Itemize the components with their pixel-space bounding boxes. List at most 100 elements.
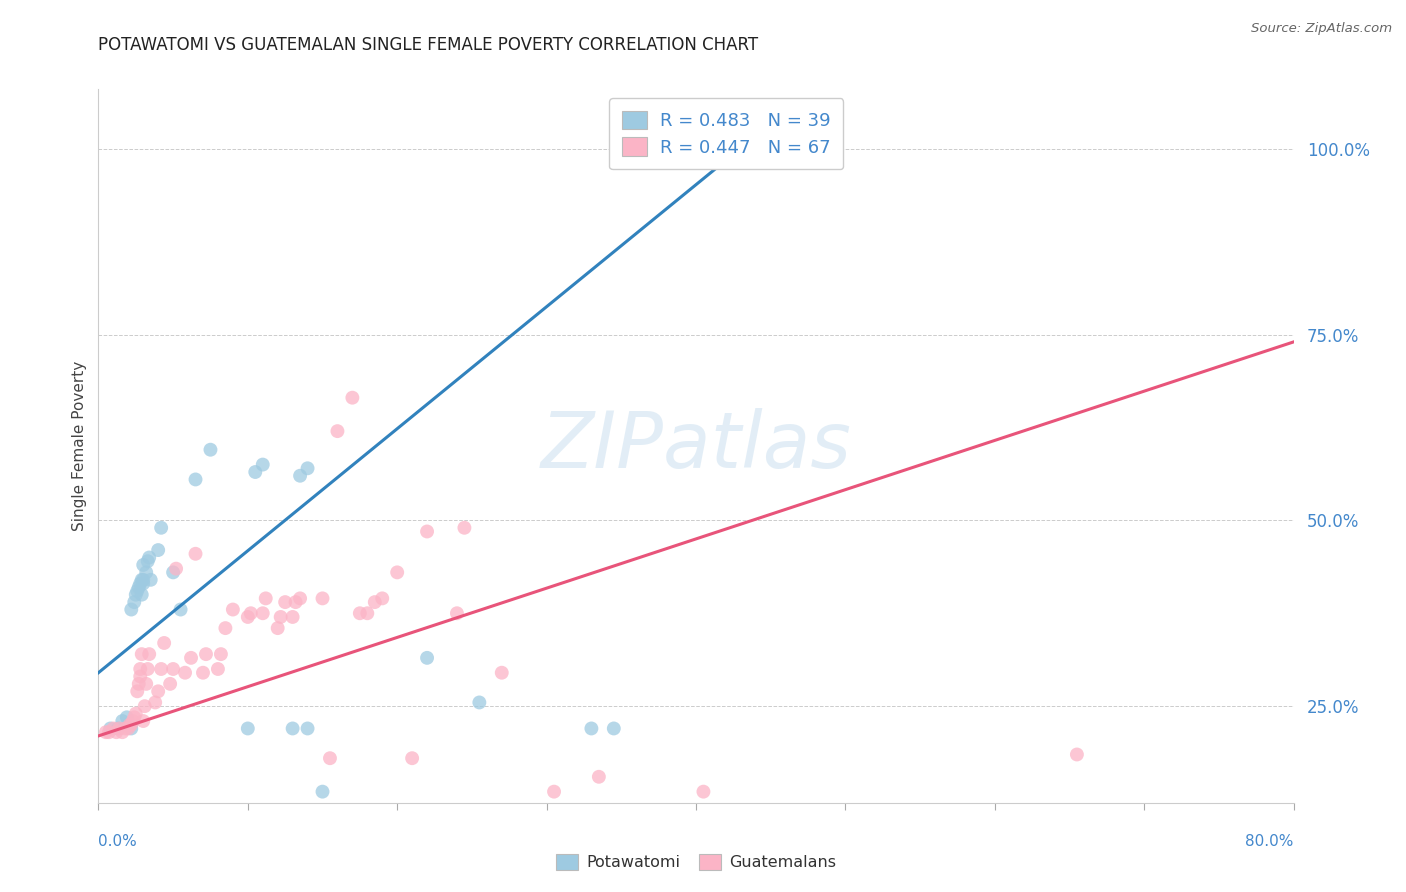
Guatemalans bbox=[153, 636, 176, 650]
Guatemalans bbox=[288, 591, 311, 606]
Guatemalans bbox=[114, 722, 136, 736]
Potawatomi bbox=[236, 722, 259, 736]
Guatemalans bbox=[129, 662, 152, 676]
Text: 0.0%: 0.0% bbox=[98, 834, 138, 849]
Guatemalans bbox=[194, 647, 218, 661]
Guatemalans bbox=[222, 602, 245, 616]
Guatemalans bbox=[165, 562, 187, 576]
Guatemalans bbox=[97, 725, 120, 739]
Guatemalans bbox=[1066, 747, 1088, 762]
Potawatomi bbox=[281, 722, 304, 736]
Text: POTAWATOMI VS GUATEMALAN SINGLE FEMALE POVERTY CORRELATION CHART: POTAWATOMI VS GUATEMALAN SINGLE FEMALE P… bbox=[98, 36, 759, 54]
Guatemalans bbox=[416, 524, 439, 539]
Potawatomi bbox=[297, 461, 319, 475]
Potawatomi bbox=[252, 458, 274, 472]
Potawatomi bbox=[128, 580, 150, 594]
Potawatomi bbox=[468, 696, 491, 710]
Guatemalans bbox=[143, 696, 166, 710]
Guatemalans bbox=[401, 751, 423, 765]
Guatemalans bbox=[209, 647, 232, 661]
Guatemalans bbox=[184, 547, 207, 561]
Potawatomi bbox=[297, 722, 319, 736]
Guatemalans bbox=[356, 607, 378, 621]
Potawatomi bbox=[148, 543, 170, 558]
Potawatomi bbox=[416, 651, 439, 665]
Potawatomi bbox=[111, 714, 134, 728]
Guatemalans bbox=[162, 662, 184, 676]
Guatemalans bbox=[543, 785, 565, 799]
Guatemalans bbox=[692, 785, 714, 799]
Potawatomi bbox=[162, 566, 184, 580]
Potawatomi bbox=[129, 576, 152, 591]
Guatemalans bbox=[342, 391, 364, 405]
Guatemalans bbox=[159, 677, 181, 691]
Guatemalans bbox=[207, 662, 229, 676]
Potawatomi bbox=[581, 722, 603, 736]
Guatemalans bbox=[239, 607, 262, 621]
Guatemalans bbox=[270, 610, 292, 624]
Text: 80.0%: 80.0% bbox=[1246, 834, 1294, 849]
Guatemalans bbox=[491, 665, 513, 680]
Guatemalans bbox=[446, 607, 468, 621]
Guatemalans bbox=[103, 722, 125, 736]
Guatemalans bbox=[150, 662, 173, 676]
Potawatomi bbox=[120, 722, 142, 736]
Potawatomi bbox=[136, 554, 159, 568]
Potawatomi bbox=[150, 521, 173, 535]
Potawatomi bbox=[107, 722, 129, 736]
Guatemalans bbox=[125, 706, 148, 721]
Guatemalans bbox=[252, 607, 274, 621]
Guatemalans bbox=[108, 722, 131, 736]
Potawatomi bbox=[124, 595, 146, 609]
Guatemalans bbox=[281, 610, 304, 624]
Guatemalans bbox=[274, 595, 297, 609]
Guatemalans bbox=[319, 751, 342, 765]
Guatemalans bbox=[135, 677, 157, 691]
Potawatomi bbox=[120, 602, 142, 616]
Guatemalans bbox=[349, 607, 371, 621]
Y-axis label: Single Female Poverty: Single Female Poverty bbox=[72, 361, 87, 531]
Potawatomi bbox=[138, 550, 160, 565]
Potawatomi bbox=[169, 602, 191, 616]
Potawatomi bbox=[125, 588, 148, 602]
Potawatomi bbox=[603, 722, 626, 736]
Guatemalans bbox=[138, 647, 160, 661]
Potawatomi bbox=[139, 573, 162, 587]
Guatemalans bbox=[267, 621, 290, 635]
Potawatomi bbox=[115, 710, 138, 724]
Guatemalans bbox=[180, 651, 202, 665]
Guatemalans bbox=[236, 610, 259, 624]
Potawatomi bbox=[245, 465, 267, 479]
Potawatomi bbox=[131, 573, 153, 587]
Guatemalans bbox=[254, 591, 277, 606]
Text: ZIPatlas: ZIPatlas bbox=[540, 408, 852, 484]
Guatemalans bbox=[385, 566, 409, 580]
Guatemalans bbox=[364, 595, 387, 609]
Guatemalans bbox=[94, 725, 117, 739]
Guatemalans bbox=[311, 591, 333, 606]
Potawatomi bbox=[131, 588, 153, 602]
Guatemalans bbox=[120, 717, 142, 731]
Potawatomi bbox=[200, 442, 222, 457]
Guatemalans bbox=[214, 621, 236, 635]
Guatemalans bbox=[134, 699, 156, 714]
Guatemalans bbox=[588, 770, 610, 784]
Potawatomi bbox=[132, 558, 155, 572]
Guatemalans bbox=[131, 647, 153, 661]
Guatemalans bbox=[124, 710, 146, 724]
Guatemalans bbox=[111, 725, 134, 739]
Guatemalans bbox=[118, 717, 141, 731]
Potawatomi bbox=[132, 576, 155, 591]
Guatemalans bbox=[284, 595, 307, 609]
Guatemalans bbox=[117, 722, 139, 736]
Guatemalans bbox=[128, 677, 150, 691]
Potawatomi bbox=[311, 785, 333, 799]
Guatemalans bbox=[129, 669, 152, 683]
Potawatomi bbox=[132, 573, 155, 587]
Legend: Potawatomi, Guatemalans: Potawatomi, Guatemalans bbox=[550, 848, 842, 877]
Potawatomi bbox=[288, 468, 311, 483]
Potawatomi bbox=[685, 142, 707, 156]
Guatemalans bbox=[453, 521, 475, 535]
Text: Source: ZipAtlas.com: Source: ZipAtlas.com bbox=[1251, 22, 1392, 36]
Guatemalans bbox=[371, 591, 394, 606]
